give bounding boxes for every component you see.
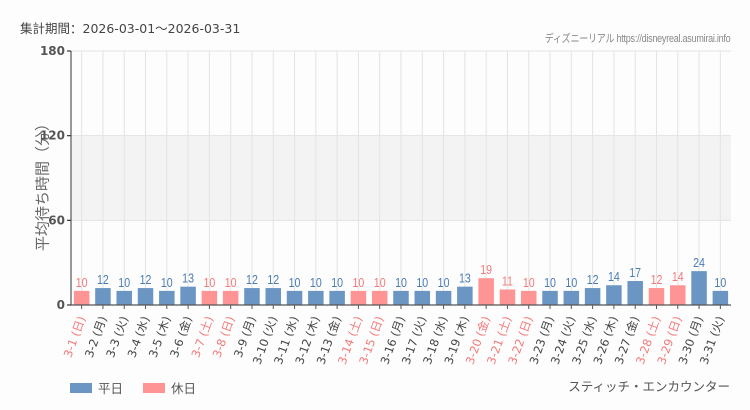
bar-value-label: 12 xyxy=(651,273,663,287)
holiday-swatch xyxy=(143,382,166,393)
period-label: 集計期間：2026-03-01～2026-03-31 xyxy=(20,21,241,36)
bar[interactable] xyxy=(712,290,729,305)
bar-value-label: 12 xyxy=(140,273,152,287)
bar-value-label: 12 xyxy=(587,273,599,287)
site-credit: ディズニーリアル https://disneyreal.asumirai.inf… xyxy=(544,33,730,45)
bar[interactable] xyxy=(73,290,90,305)
bar[interactable] xyxy=(329,290,345,305)
bar-value-label: 12 xyxy=(267,273,279,287)
bar-value-label: 11 xyxy=(502,275,513,289)
bar-value-label: 12 xyxy=(97,273,109,287)
bar[interactable] xyxy=(308,290,324,305)
bar[interactable] xyxy=(478,278,494,305)
bar-value-label: 13 xyxy=(459,272,471,286)
legend-item-holiday[interactable]: 休日 xyxy=(143,378,196,397)
bar[interactable] xyxy=(371,290,388,305)
bar[interactable] xyxy=(159,290,175,305)
bar-value-label: 10 xyxy=(118,276,130,290)
bar[interactable] xyxy=(95,288,111,305)
bar-value-label: 17 xyxy=(629,266,641,280)
legend-item-weekday[interactable]: 平日 xyxy=(70,378,123,397)
bar[interactable] xyxy=(499,289,516,305)
bar[interactable] xyxy=(414,290,431,305)
bar[interactable] xyxy=(520,290,537,305)
bar-value-label: 10 xyxy=(395,276,407,290)
bar[interactable] xyxy=(180,286,196,305)
bar[interactable] xyxy=(563,290,580,305)
bar[interactable] xyxy=(691,271,707,305)
bar-value-label: 10 xyxy=(203,276,215,290)
y-tick-label: 120 xyxy=(40,129,65,143)
bar-value-label: 10 xyxy=(353,276,365,290)
bar-value-label: 10 xyxy=(225,276,237,290)
attraction-name: スティッチ・エンカウンター xyxy=(568,379,730,394)
legend: 平日 休日 xyxy=(70,378,196,397)
bar-value-label: 10 xyxy=(565,276,577,290)
bar-value-label: 12 xyxy=(246,273,258,287)
bar[interactable] xyxy=(286,290,303,305)
bar[interactable] xyxy=(606,285,622,305)
bar-value-label: 24 xyxy=(693,256,705,270)
legend-label-weekday: 平日 xyxy=(98,381,124,396)
bar-value-label: 10 xyxy=(76,276,88,290)
bar-value-label: 10 xyxy=(289,276,301,290)
bar-value-label: 10 xyxy=(331,276,343,290)
legend-label-holiday: 休日 xyxy=(171,381,197,396)
bar[interactable] xyxy=(222,290,239,305)
y-tick-label: 0 xyxy=(57,298,65,312)
bar-value-label: 10 xyxy=(416,276,428,290)
bar[interactable] xyxy=(137,288,154,305)
bar[interactable] xyxy=(116,290,132,305)
bar-value-label: 10 xyxy=(438,276,450,290)
bar[interactable] xyxy=(201,290,218,305)
bar-value-label: 10 xyxy=(161,276,173,290)
y-tick-label: 60 xyxy=(48,213,65,227)
bar[interactable] xyxy=(627,281,643,305)
bar[interactable] xyxy=(457,286,473,305)
bar[interactable] xyxy=(265,288,282,305)
bar-value-label: 10 xyxy=(544,276,556,290)
weekday-swatch xyxy=(70,382,92,393)
bar-value-label: 14 xyxy=(608,270,620,284)
bar[interactable] xyxy=(648,288,665,305)
bar[interactable] xyxy=(670,285,686,305)
y-tick-label: 180 xyxy=(40,44,65,58)
bar-value-label: 19 xyxy=(480,263,492,277)
bar-value-label: 13 xyxy=(182,272,194,286)
bar-value-label: 14 xyxy=(672,270,684,284)
bar[interactable] xyxy=(244,288,260,305)
bar-value-label: 10 xyxy=(374,276,386,290)
bar-value-label: 10 xyxy=(523,276,535,290)
bar[interactable] xyxy=(350,290,367,305)
bar-value-label: 10 xyxy=(714,276,726,290)
bar[interactable] xyxy=(393,290,409,305)
bar[interactable] xyxy=(542,290,558,305)
bar[interactable] xyxy=(584,288,601,305)
bar-value-label: 10 xyxy=(310,276,322,290)
bar[interactable] xyxy=(435,290,452,305)
